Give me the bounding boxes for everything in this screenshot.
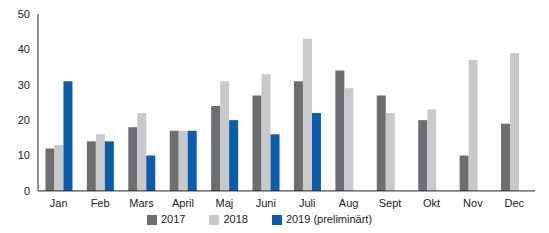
svg-text:Okt: Okt — [423, 197, 440, 209]
svg-text:Nov: Nov — [463, 197, 483, 209]
html-text:2018: 2018 — [223, 212, 248, 225]
svg-text:Sept: Sept — [379, 197, 402, 209]
svg-text:30: 30 — [18, 79, 30, 91]
svg-text:Jan: Jan — [50, 197, 68, 209]
svg-text:Juli: Juli — [299, 197, 316, 209]
svg-text:Mars: Mars — [129, 197, 154, 209]
svg-text:10: 10 — [18, 149, 30, 161]
svg-text:40: 40 — [18, 43, 30, 55]
svg-text:0: 0 — [24, 185, 30, 197]
svg-text:Juni: Juni — [256, 197, 276, 209]
svg-text:Feb: Feb — [91, 197, 110, 209]
html-text:2017: 2017 — [160, 212, 186, 225]
svg-text:Aug: Aug — [339, 197, 359, 209]
svg-text:Dec: Dec — [505, 197, 525, 209]
svg-text:50: 50 — [18, 8, 30, 20]
html-text:2019 (preliminärt): 2019 (preliminärt) — [285, 212, 373, 225]
svg-text:Maj: Maj — [216, 197, 234, 209]
svg-text:April: April — [172, 197, 194, 209]
svg-text:20: 20 — [18, 114, 30, 126]
